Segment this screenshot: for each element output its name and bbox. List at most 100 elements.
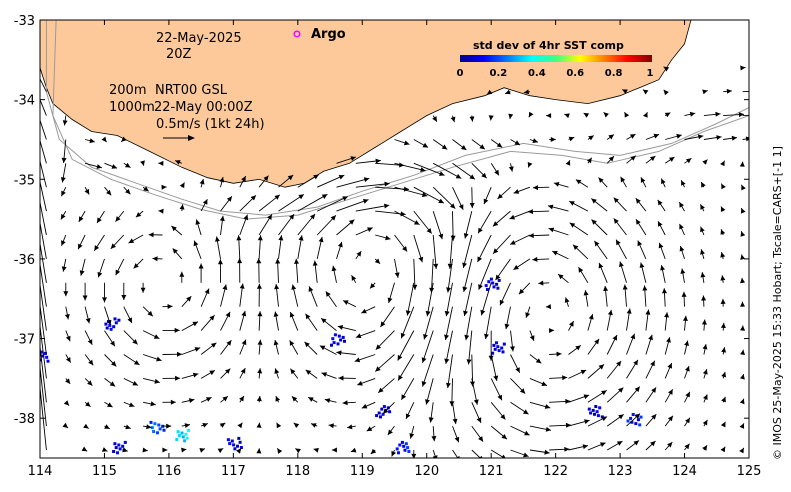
current-arrow [568,419,590,427]
current-arrow [513,258,531,271]
sst-patch-cell [46,359,50,363]
current-arrow [84,354,94,366]
current-arrow [357,377,376,386]
current-arrow [195,219,202,236]
current-arrow [336,177,370,188]
current-arrow [199,448,206,453]
sst-patch-cell [45,355,49,359]
sst-patch-cell [495,341,498,345]
sst-patch-cell [484,284,488,288]
sst-patch-cell [381,412,385,416]
current-arrow [200,198,208,212]
current-arrow [409,425,415,439]
current-arrow [700,226,705,236]
current-arrow [220,196,233,212]
current-arrow [217,259,223,283]
current-arrow [680,268,686,283]
current-arrow [622,284,628,307]
current-arrow [547,204,569,212]
current-arrow [310,423,318,428]
current-arrow [355,181,390,188]
current-arrow [81,446,88,452]
current-arrow [60,187,67,197]
current-arrow [217,448,224,454]
current-arrow [338,375,356,381]
current-arrow [469,187,475,209]
current-arrow [587,338,600,355]
current-arrow [133,258,144,269]
current-arrow [40,220,47,259]
current-arrow [397,354,415,381]
current-arrow [703,111,721,117]
current-arrow [680,180,686,188]
current-arrow [598,177,608,188]
current-arrow [702,419,708,427]
sst-patch-cell [239,446,243,449]
current-arrow [63,400,70,406]
current-arrow [375,354,395,372]
current-arrow [488,330,494,361]
current-arrow [510,378,526,394]
current-arrow [142,186,149,192]
current-arrow [140,160,145,166]
current-arrow [337,325,356,332]
sst-patch-cell [40,358,42,362]
current-arrow [237,258,243,283]
current-arrow [720,421,726,428]
current-arrow [84,378,93,386]
current-arrow [291,284,299,307]
sst-patch-cell [341,335,345,339]
current-arrow [568,136,575,142]
current-arrow [527,162,533,168]
current-arrow [740,277,745,284]
sst-patch-cell [489,277,493,281]
current-arrow [701,295,707,307]
current-arrow [220,339,232,355]
current-arrow [699,204,705,212]
sst-patch-cell [595,410,599,414]
current-arrow [84,162,103,169]
current-arrow [548,227,569,236]
current-arrow [237,422,243,429]
current-arrow [702,368,708,379]
sst-patch-cell [593,412,596,416]
current-arrow [742,136,749,142]
current-arrow [405,402,415,420]
current-arrow [347,424,356,430]
current-arrow [721,396,726,403]
sst-patch-cell [400,440,404,444]
current-arrow [276,448,283,454]
current-arrow [702,344,708,355]
current-arrow [490,378,503,401]
current-arrow [684,157,692,164]
sst-patch-cell [113,317,117,321]
current-arrow [664,337,671,355]
current-arrow [40,322,47,379]
current-arrow [181,295,192,308]
current-arrow [684,134,704,140]
current-arrow [394,234,408,252]
current-arrow [739,447,745,454]
sst-patch-cell [375,414,379,418]
current-arrow [527,209,550,215]
current-arrow [423,306,434,340]
current-arrow [591,198,608,212]
sst-patch-cell [630,420,634,424]
sst-patch-cell [230,439,234,443]
current-arrow [394,139,410,146]
current-arrow [355,227,373,236]
current-arrow [720,275,726,283]
current-arrow [720,206,726,212]
current-arrow [421,330,434,364]
current-arrow [645,334,653,355]
current-arrow [40,363,47,427]
current-arrow [657,199,666,212]
sst-patch-cell [639,415,643,419]
current-arrow [739,423,745,429]
sst-patch-cell [183,439,187,443]
current-arrow [239,395,245,403]
time-label: 20Z [166,47,192,62]
sst-patch-cell [118,447,122,451]
current-arrow [549,398,571,404]
sst-patch-cell [631,413,635,416]
